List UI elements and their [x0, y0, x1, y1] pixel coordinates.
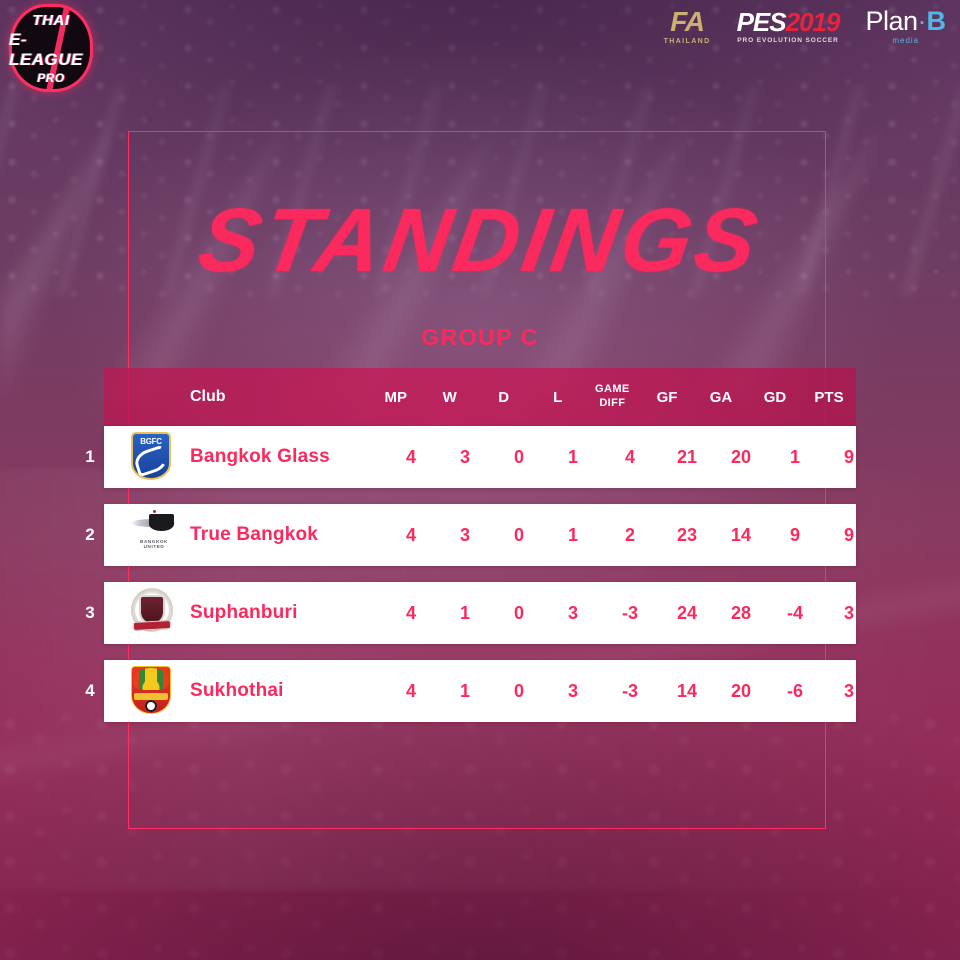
cell-w: 1 [459, 680, 470, 701]
standings-row-wrapper: 1 BGFC Bangkok Glass 4 3 0 1 4 21 [85, 426, 856, 504]
logo-line-3: PRO [37, 70, 65, 85]
cell-l: 1 [567, 446, 578, 467]
cell-l: 1 [567, 524, 578, 545]
table-row[interactable]: BANGKOK UNITED True Bangkok 4 3 0 1 2 23… [104, 504, 856, 566]
cell-pts: 3 [843, 602, 854, 623]
sponsor-plan-b-media-logo: Plan · B media [865, 6, 947, 46]
logo-line-1: THAI [32, 11, 70, 29]
cell-w: 3 [459, 446, 470, 467]
sukhothai-band-shape [134, 693, 168, 700]
cell-game-diff: 2 [624, 524, 635, 545]
column-header-l: L [553, 388, 563, 406]
column-header-gd: GD [763, 388, 787, 406]
cell-pts: 9 [843, 446, 854, 467]
cell-gd: 9 [789, 524, 800, 545]
cell-d: 0 [513, 446, 524, 467]
pes-mark-text: PES [736, 7, 787, 37]
cell-mp: 4 [405, 680, 416, 701]
column-header-ga: GA [709, 388, 733, 406]
cell-ga: 14 [730, 524, 752, 545]
logo-line-2: E-LEAGUE [9, 29, 83, 69]
standings-table: Club MP W D L GAME DIFF GF GA GD PTS 1 B… [85, 368, 856, 738]
club-name: True Bangkok [190, 524, 319, 545]
rank-number: 2 [85, 525, 95, 544]
suphanburi-ribbon-shape [132, 620, 172, 631]
cell-game-diff: -3 [621, 680, 638, 701]
sukhothai-crest-icon [104, 666, 190, 716]
column-header-mp: MP [384, 388, 407, 406]
column-header-game-diff: GAME DIFF [585, 383, 640, 411]
club-name: Suphanburi [190, 602, 298, 623]
thai-e-league-pro-logo-icon: THAI E-LEAGUE PRO [9, 4, 93, 92]
page-title: STANDINGS [192, 191, 768, 291]
column-header-game-diff-line1: GAME [595, 383, 630, 396]
suphanburi-crest-icon [104, 588, 190, 638]
sukhothai-ball-shape [145, 700, 157, 712]
bangkok-united-crest-icon: BANGKOK UNITED [104, 510, 190, 560]
planb-subtitle: media [892, 36, 920, 45]
sponsor-fa-thailand-logo: FA THAILAND [663, 6, 711, 46]
table-row[interactable]: BGFC Bangkok Glass 4 3 0 1 4 21 20 1 9 [104, 426, 856, 488]
club-name: Bangkok Glass [190, 446, 330, 467]
cell-w: 1 [459, 602, 470, 623]
bu-shield-shape [149, 514, 174, 531]
cell-ga: 20 [730, 446, 752, 467]
cell-gf: 14 [676, 680, 698, 701]
planb-word: Plan [865, 6, 918, 36]
bgfc-crest-icon: BGFC [104, 432, 190, 482]
cell-l: 3 [567, 602, 578, 623]
pes-subtitle: PRO EVOLUTION SOCCER [737, 37, 839, 44]
cell-pts: 9 [843, 524, 854, 545]
column-header-gf: GF [656, 388, 678, 406]
cell-d: 0 [513, 680, 524, 701]
fa-subtitle: THAILAND [663, 38, 711, 45]
sukhothai-flame-shape [133, 668, 169, 690]
cell-l: 3 [567, 680, 578, 701]
cell-gf: 23 [676, 524, 698, 545]
group-label: GROUP C [421, 324, 539, 350]
cell-game-diff: -3 [621, 602, 638, 623]
cell-ga: 20 [730, 680, 752, 701]
rank-number: 4 [85, 681, 95, 700]
cell-mp: 4 [405, 524, 416, 545]
standings-row-wrapper: 3 Suphanburi 4 1 0 3 -3 24 [85, 582, 856, 660]
bangkok-united-crest-label: BANGKOK UNITED [140, 539, 168, 549]
table-row[interactable]: Suphanburi 4 1 0 3 -3 24 28 -4 3 [104, 582, 856, 644]
cell-mp: 4 [405, 446, 416, 467]
club-name: Sukhothai [190, 680, 284, 701]
column-header-game-diff-line2: DIFF [599, 397, 626, 409]
standings-row-wrapper: 4 Sukhothai 4 1 0 3 [85, 660, 856, 738]
standings-row-wrapper: 2 BANGKOK UNITED True Bangkok 4 3 0 [85, 504, 856, 582]
cell-pts: 3 [843, 680, 854, 701]
column-header-w: W [442, 388, 457, 406]
cell-gd: 1 [789, 446, 800, 467]
rank-number: 3 [85, 603, 95, 622]
column-header-pts: PTS [814, 388, 844, 406]
cell-ga: 28 [730, 602, 752, 623]
cell-gf: 24 [676, 602, 698, 623]
table-row[interactable]: Sukhothai 4 1 0 3 -3 14 20 -6 3 [104, 660, 856, 722]
cell-d: 0 [513, 602, 524, 623]
cell-gf: 21 [676, 446, 698, 467]
column-header-club: Club [190, 388, 226, 405]
sponsor-logo-bar: FA THAILAND PES2019 PRO EVOLUTION SOCCER… [663, 6, 947, 46]
bu-dot-shape [153, 510, 156, 513]
cell-w: 3 [459, 524, 470, 545]
bgfc-bird-shape [132, 444, 170, 478]
rank-number: 1 [85, 447, 95, 466]
cell-gd: -4 [786, 602, 803, 623]
cell-mp: 4 [405, 602, 416, 623]
bgfc-crest-label: BGFC [140, 437, 162, 446]
table-header-row: Club MP W D L GAME DIFF GF GA GD PTS [104, 368, 856, 426]
cell-gd: -6 [786, 680, 803, 701]
pes-year-text: 2019 [785, 7, 841, 37]
planb-letter: B [926, 6, 947, 36]
sponsor-pes-2019-logo: PES2019 PRO EVOLUTION SOCCER [736, 7, 841, 44]
planb-dot: · [917, 6, 927, 36]
column-header-d: D [498, 388, 510, 406]
cell-d: 0 [513, 524, 524, 545]
cell-game-diff: 4 [624, 446, 635, 467]
fa-mark: FA [670, 6, 705, 37]
